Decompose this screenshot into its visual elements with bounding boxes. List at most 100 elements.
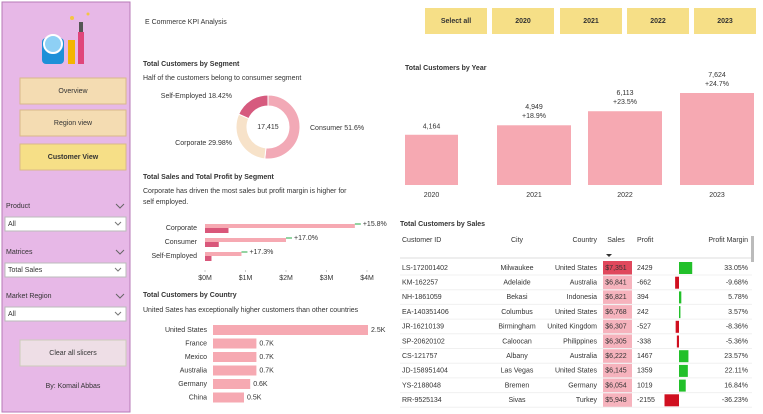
table-cell: -338 — [637, 338, 651, 345]
table-cell: -662 — [637, 280, 651, 287]
country-value-label: 0.6K — [253, 381, 268, 388]
panel-title: Total Customers by Year — [405, 65, 487, 72]
donut-total: 17,415 — [257, 124, 279, 131]
country-bar — [213, 339, 256, 349]
table-cell: Germany — [568, 382, 597, 389]
table-cell: Australia — [570, 280, 597, 287]
margin-label: 5.78% — [728, 294, 748, 301]
profit-bar — [205, 228, 228, 233]
table-cell: 1467 — [637, 353, 653, 360]
table-cell: Albany — [506, 353, 528, 360]
table-cell: $6,821 — [605, 294, 627, 301]
country-bar — [213, 325, 368, 335]
table-cell: Australia — [570, 353, 597, 360]
margin-bar — [675, 277, 679, 289]
column-header: Profit Margin — [708, 237, 748, 244]
panel-title: Total Customers by Sales — [400, 221, 485, 228]
country-value-label: 0.7K — [259, 340, 274, 347]
column-header: Sales — [607, 237, 625, 244]
table-cell: $6,054 — [605, 382, 627, 389]
column-header: City — [511, 237, 524, 244]
year-bar — [588, 111, 662, 185]
table-cell: -2155 — [637, 397, 655, 404]
margin-label: 23.57% — [724, 353, 748, 360]
panel-subtitle: Half of the customers belong to consumer… — [143, 75, 301, 82]
country-bar — [213, 379, 250, 389]
year-label: 2022 — [617, 192, 633, 199]
table-cell: 2429 — [637, 265, 653, 272]
author: By: Komail Abbas — [46, 383, 101, 390]
filter-label: Matrices — [6, 249, 33, 256]
dropdown-value: All — [8, 311, 16, 318]
category-label: Corporate — [166, 225, 197, 232]
table-cell: $7,351 — [605, 265, 627, 272]
filter-label: Market Region — [6, 293, 52, 300]
margin-label: 3.57% — [728, 309, 748, 316]
scrollbar — [751, 236, 754, 262]
table-cell: United Kingdom — [547, 324, 597, 331]
table-cell: $5,948 — [605, 397, 627, 404]
nav-button-label: Customer View — [48, 154, 99, 161]
margin-label: 16.84% — [724, 382, 748, 389]
country-label: France — [185, 340, 207, 347]
country-label: Australia — [180, 367, 207, 374]
country-label: China — [189, 394, 207, 401]
table-cell: Columbus — [501, 309, 533, 316]
column-header: Profit — [637, 237, 653, 244]
margin-label: -5.36% — [726, 338, 748, 345]
table-cell: $6,305 — [605, 338, 627, 345]
margin-bar — [677, 336, 679, 348]
nav-button-label: Overview — [58, 88, 88, 95]
margin-bar — [676, 321, 679, 333]
page-title: E Commerce KPI Analysis — [145, 19, 227, 26]
dashboard: OverviewRegion viewCustomer ViewProductA… — [0, 0, 763, 414]
table-cell: JR-16210139 — [402, 324, 444, 331]
country-bar — [213, 393, 244, 403]
table-cell: $6,222 — [605, 353, 627, 360]
panel-title: Total Customers by Segment — [143, 61, 240, 68]
table-cell: Turkey — [576, 397, 598, 404]
donut-label: Self-Employed 18.42% — [161, 93, 232, 100]
dropdown[interactable] — [5, 217, 126, 231]
margin-bar — [665, 394, 679, 406]
table-cell: 242 — [637, 309, 649, 316]
margin-label: -9.68% — [726, 280, 748, 287]
year-bar — [680, 93, 754, 185]
year-label: 2020 — [424, 192, 440, 199]
dropdown[interactable] — [5, 307, 126, 321]
profit-bar — [205, 242, 219, 247]
country-label: Mexico — [185, 354, 207, 361]
table-cell: Bremen — [505, 382, 530, 389]
margin-bar — [679, 350, 688, 362]
filter-label: Product — [6, 203, 30, 210]
table-cell: JD-158951404 — [402, 368, 448, 375]
table-cell: CS-121757 — [402, 353, 438, 360]
country-value-label: 0.5K — [247, 394, 262, 401]
country-bar — [213, 352, 256, 362]
country-label: Germany — [178, 381, 207, 388]
table-cell: 1019 — [637, 382, 653, 389]
margin-bar — [679, 380, 686, 392]
table-cell: $6,841 — [605, 280, 627, 287]
margin-label: -36.23% — [722, 397, 748, 404]
year-growth-label: +23.5% — [613, 99, 637, 106]
category-label: Self-Employed — [151, 253, 197, 260]
table-cell: LS-172001402 — [402, 265, 448, 272]
margin-bar — [679, 306, 680, 318]
margin-bar — [679, 365, 688, 377]
table-cell: United States — [555, 265, 598, 272]
table-cell: Birmingham — [498, 324, 536, 331]
donut-label: Corporate 29.98% — [175, 140, 232, 147]
year-value-label: 7,624 — [708, 72, 726, 79]
table-cell: KM-162257 — [402, 280, 438, 287]
panel-subtitle: United Sates has exceptionally higher cu… — [143, 307, 359, 314]
margin-bar — [679, 291, 681, 303]
table-cell: $6,768 — [605, 309, 627, 316]
donut-label: Consumer 51.6% — [310, 125, 364, 132]
growth-label: +17.3% — [249, 249, 273, 256]
table-cell: Milwaukee — [500, 265, 533, 272]
x-tick-label: $0M — [198, 275, 212, 282]
country-value-label: 2.5K — [371, 327, 386, 334]
sales-bar — [205, 224, 355, 228]
table-cell: Adelaide — [503, 280, 530, 287]
